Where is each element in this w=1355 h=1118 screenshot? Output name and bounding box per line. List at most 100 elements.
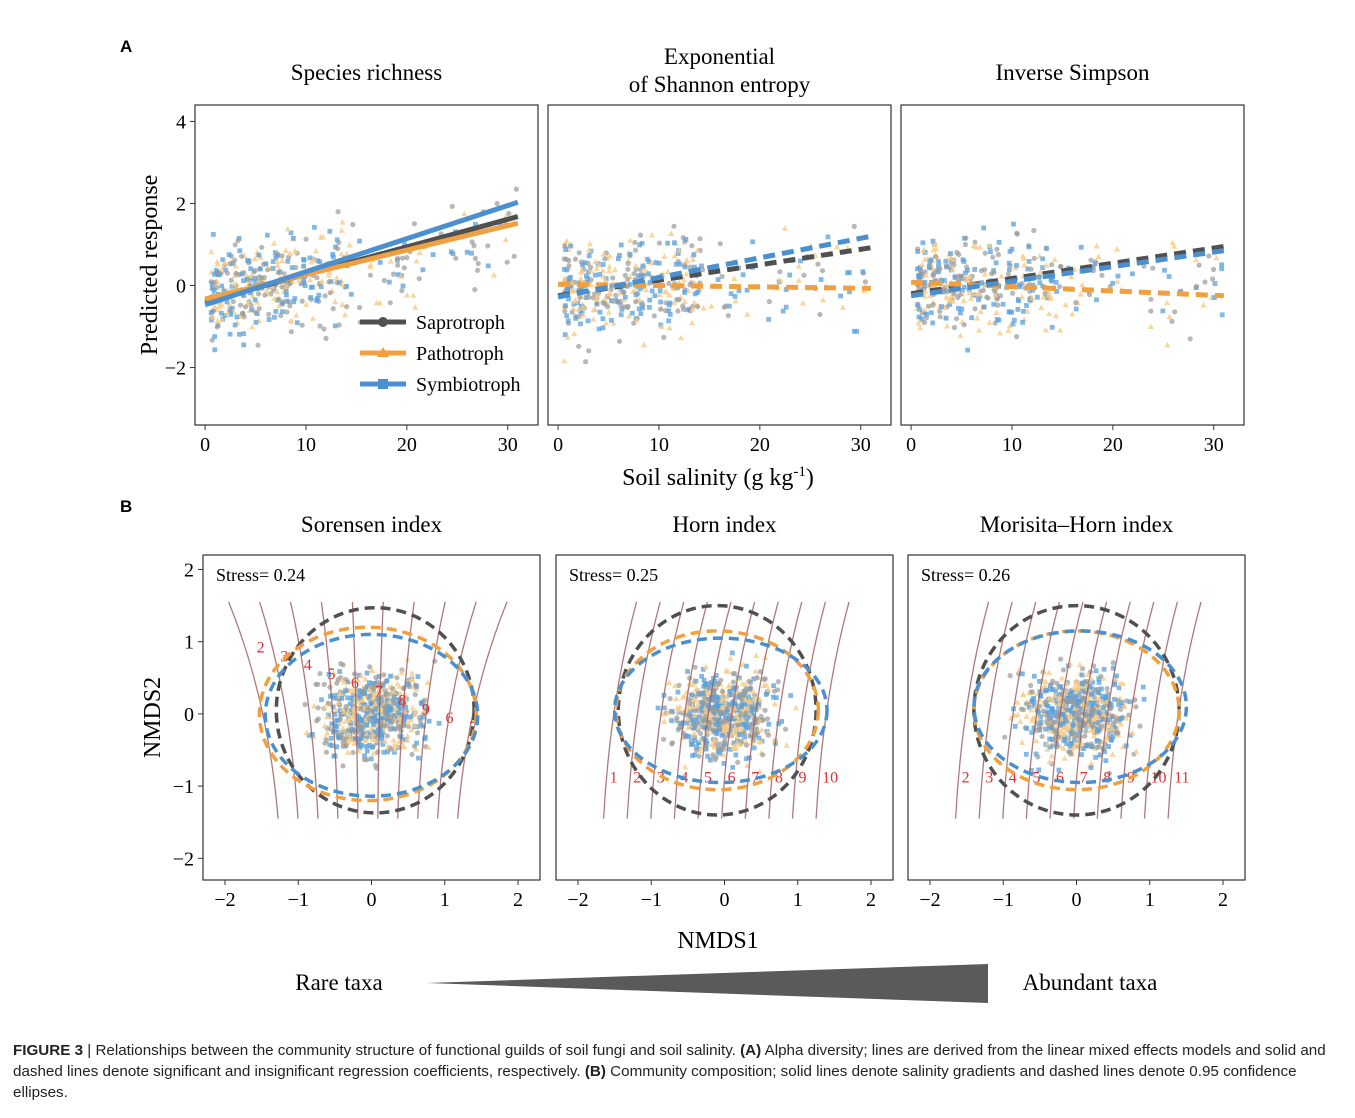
point-symbiotroph — [241, 331, 247, 337]
point-pathotroph — [633, 316, 640, 323]
point-symbiotroph — [400, 283, 406, 289]
point-saprotroph — [280, 299, 286, 305]
point-symbiotroph — [709, 680, 714, 685]
point-symbiotroph — [237, 248, 243, 254]
point-symbiotroph — [1000, 301, 1006, 307]
point-symbiotroph — [685, 669, 690, 674]
point-symbiotroph — [1029, 768, 1034, 773]
point-saprotroph — [576, 250, 582, 256]
point-pathotroph — [625, 312, 633, 319]
point-saprotroph — [981, 304, 987, 310]
point-symbiotroph — [564, 313, 570, 319]
point-symbiotroph — [563, 247, 568, 252]
point-pathotroph — [339, 281, 346, 288]
point-symbiotroph — [1069, 689, 1075, 695]
point-pathotroph — [1090, 732, 1097, 739]
point-symbiotroph — [730, 650, 735, 656]
contour-label: 5 — [704, 770, 712, 787]
point-symbiotroph — [1029, 699, 1035, 705]
point-symbiotroph — [1036, 710, 1041, 716]
contour-label: 7 — [751, 770, 759, 787]
point-symbiotroph — [1030, 287, 1035, 293]
point-symbiotroph — [1025, 266, 1031, 272]
point-symbiotroph — [744, 287, 750, 293]
point-symbiotroph — [1083, 743, 1088, 748]
point-pathotroph — [1043, 262, 1050, 268]
point-symbiotroph — [703, 738, 709, 743]
point-pathotroph — [696, 747, 704, 753]
point-symbiotroph — [266, 317, 272, 322]
point-pathotroph — [684, 704, 692, 711]
point-symbiotroph — [947, 302, 953, 307]
point-saprotroph — [1057, 264, 1064, 270]
point-symbiotroph — [334, 692, 340, 698]
point-symbiotroph — [246, 258, 252, 264]
point-symbiotroph — [726, 303, 732, 309]
point-pathotroph — [274, 258, 281, 265]
point-symbiotroph — [219, 310, 224, 316]
point-symbiotroph — [343, 709, 349, 715]
point-pathotroph — [411, 710, 418, 717]
point-symbiotroph — [1040, 256, 1046, 262]
point-saprotroph — [923, 315, 930, 321]
point-saprotroph — [696, 753, 702, 759]
point-saprotroph — [674, 715, 680, 721]
point-pathotroph — [1129, 729, 1136, 736]
point-saprotroph — [383, 703, 389, 709]
point-symbiotroph — [963, 270, 968, 276]
point-pathotroph — [756, 768, 763, 774]
point-pathotroph — [1053, 312, 1060, 319]
point-saprotroph — [1002, 734, 1008, 740]
point-pathotroph — [1133, 748, 1140, 754]
point-saprotroph — [953, 316, 960, 322]
point-symbiotroph — [673, 261, 679, 267]
point-saprotroph — [1102, 703, 1108, 709]
point-pathotroph — [232, 263, 239, 269]
point-saprotroph — [317, 671, 323, 677]
point-pathotroph — [586, 246, 593, 253]
point-symbiotroph — [247, 290, 253, 296]
point-symbiotroph — [248, 266, 254, 272]
point-symbiotroph — [473, 221, 478, 227]
point-symbiotroph — [1050, 709, 1056, 715]
point-symbiotroph — [600, 316, 606, 322]
point-pathotroph — [1016, 667, 1023, 673]
caption-figure-label: FIGURE 3 — [13, 1042, 84, 1059]
point-pathotroph — [571, 297, 578, 304]
point-symbiotroph — [646, 259, 652, 265]
point-symbiotroph — [415, 674, 421, 679]
point-pathotroph — [368, 667, 375, 673]
point-saprotroph — [600, 300, 606, 306]
point-pathotroph — [1073, 740, 1080, 747]
subplot-title-line: of Shannon entropy — [629, 72, 811, 97]
point-pathotroph — [1060, 724, 1067, 731]
point-symbiotroph — [645, 256, 650, 262]
point-symbiotroph — [988, 249, 993, 254]
point-pathotroph — [800, 299, 807, 306]
point-pathotroph — [689, 256, 697, 262]
point-symbiotroph — [234, 314, 240, 320]
point-saprotroph — [1082, 733, 1088, 739]
point-pathotroph — [720, 751, 727, 758]
point-symbiotroph — [779, 719, 784, 724]
point-pathotroph — [968, 295, 975, 301]
point-pathotroph — [590, 306, 597, 312]
point-saprotroph — [356, 724, 362, 730]
point-pathotroph — [411, 722, 418, 728]
point-saprotroph — [335, 209, 341, 215]
point-pathotroph — [1040, 683, 1047, 690]
point-symbiotroph — [580, 262, 585, 268]
point-symbiotroph — [337, 280, 342, 286]
point-saprotroph — [1058, 656, 1064, 662]
point-symbiotroph — [600, 262, 606, 267]
point-saprotroph — [1040, 708, 1046, 714]
point-pathotroph — [354, 676, 361, 683]
point-symbiotroph — [596, 326, 602, 332]
point-saprotroph — [209, 337, 215, 343]
point-saprotroph — [1031, 227, 1037, 234]
point-symbiotroph — [396, 709, 402, 715]
point-pathotroph — [679, 694, 686, 700]
point-saprotroph — [1023, 701, 1030, 707]
point-symbiotroph — [298, 281, 304, 287]
point-pathotroph — [795, 277, 802, 283]
